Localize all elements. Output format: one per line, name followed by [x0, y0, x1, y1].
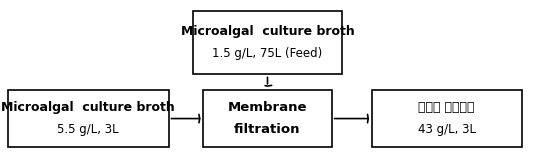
FancyBboxPatch shape: [203, 90, 332, 147]
Text: 1.5 g/L, 75L (Feed): 1.5 g/L, 75L (Feed): [212, 47, 323, 60]
Text: Membrane: Membrane: [228, 101, 307, 114]
Text: Microalgal  culture broth: Microalgal culture broth: [181, 25, 354, 38]
Text: Microalgal  culture broth: Microalgal culture broth: [2, 101, 175, 114]
FancyBboxPatch shape: [193, 11, 342, 74]
Text: 농축된 미세조류: 농축된 미세조류: [418, 101, 475, 114]
Text: 5.5 g/L, 3L: 5.5 g/L, 3L: [57, 123, 119, 136]
Text: filtration: filtration: [234, 123, 301, 136]
Text: 43 g/L, 3L: 43 g/L, 3L: [418, 123, 476, 136]
FancyBboxPatch shape: [372, 90, 522, 147]
FancyBboxPatch shape: [8, 90, 169, 147]
